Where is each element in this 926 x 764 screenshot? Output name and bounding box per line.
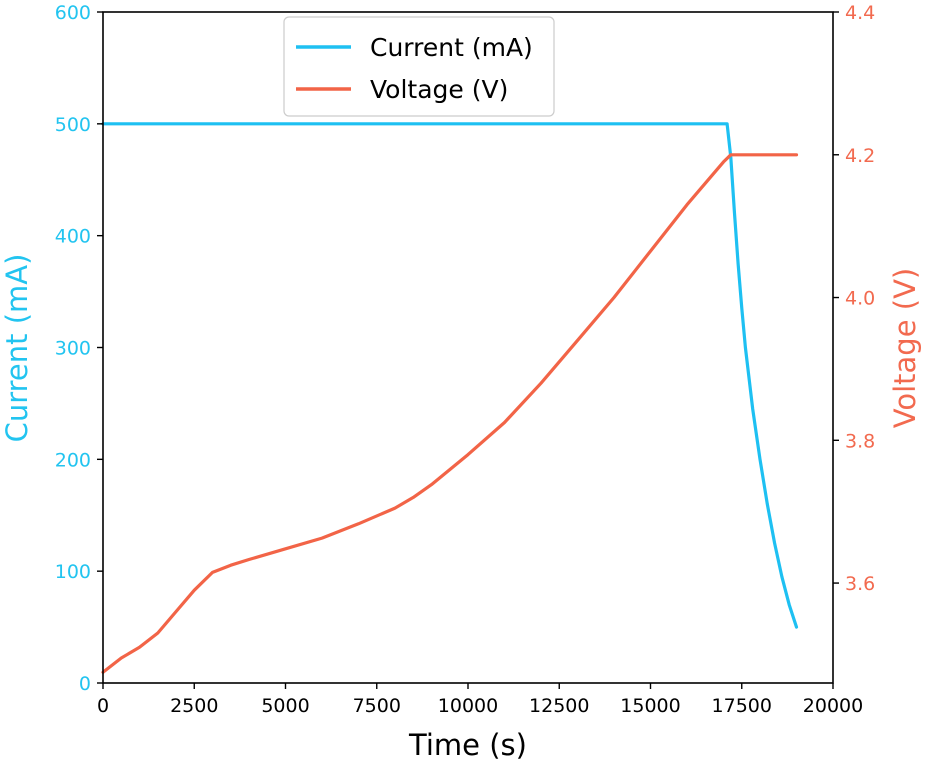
left-tick-label: 400 — [55, 226, 91, 248]
left-tick-label: 500 — [55, 114, 91, 136]
x-tick-label: 2500 — [170, 695, 218, 717]
x-tick-label: 17500 — [712, 695, 772, 717]
left-tick-label: 600 — [55, 2, 91, 24]
x-axis-label: Time (s) — [408, 728, 527, 762]
left-tick-label: 300 — [55, 338, 91, 360]
x-tick-label: 12500 — [529, 695, 589, 717]
right-tick-label: 3.8 — [845, 430, 875, 452]
x-tick-label: 7500 — [353, 695, 401, 717]
right-axis-ticks: 3.6 3.8 4.0 4.2 4.4 — [833, 2, 875, 595]
left-tick-label: 100 — [55, 561, 91, 583]
series-layer — [101, 122, 799, 674]
legend-label-current: Current (mA) — [370, 33, 533, 62]
x-axis-ticks: 0 2500 5000 7500 10000 12500 15000 17500 20000 — [97, 683, 863, 717]
right-tick-label: 4.0 — [845, 288, 875, 310]
right-axis-label: Voltage (V) — [888, 268, 922, 428]
right-tick-label: 4.4 — [845, 2, 875, 24]
left-tick-label: 0 — [79, 673, 91, 695]
left-axis-ticks: 0 100 200 300 400 500 600 — [55, 2, 103, 695]
legend-label-voltage: Voltage (V) — [370, 75, 508, 104]
x-tick-label: 0 — [97, 695, 109, 717]
series-line-voltage — [101, 153, 799, 674]
x-tick-label: 5000 — [261, 695, 309, 717]
left-tick-label: 200 — [55, 449, 91, 471]
right-tick-label: 4.2 — [845, 145, 875, 167]
x-tick-label: 10000 — [438, 695, 498, 717]
legend: Current (mA) Voltage (V) — [283, 16, 555, 117]
x-tick-label: 15000 — [620, 695, 680, 717]
left-axis-label: Current (mA) — [0, 254, 34, 443]
right-tick-label: 3.6 — [845, 573, 875, 595]
x-tick-label: 20000 — [803, 695, 863, 717]
series-line-current — [101, 122, 799, 629]
legend-box — [283, 16, 555, 117]
